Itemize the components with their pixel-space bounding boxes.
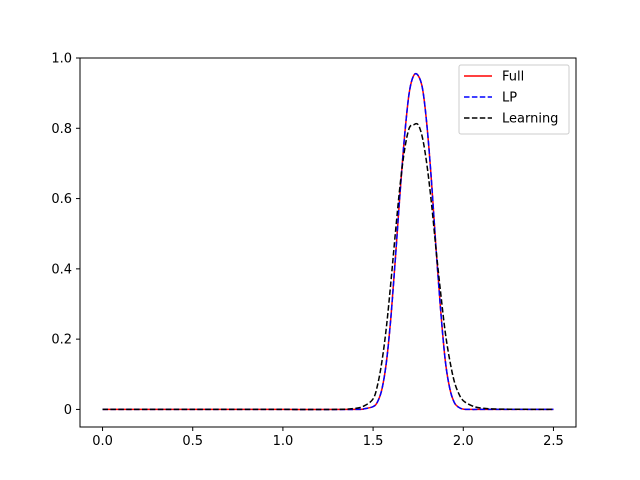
y-tick-label: 0.2 (51, 333, 72, 348)
x-tick-label: 0.5 (182, 434, 203, 449)
series-line-learning (102, 122, 554, 411)
x-tick-label: 0.0 (92, 434, 113, 449)
y-tick-label: 0.8 (51, 122, 72, 137)
plot-area-frame (79, 57, 577, 428)
x-axis: 0.0 0.5 1.0 1.5 2.0 2.5 (92, 427, 564, 449)
y-tick-label: 0 (64, 403, 72, 418)
y-axis: 0 0.2 0.4 0.6 0.8 1.0 (51, 52, 80, 418)
x-tick-label: 1.5 (363, 434, 384, 449)
legend-label-full: Full (502, 70, 524, 85)
y-tick-label: 1.0 (51, 52, 72, 67)
legend: Full LP Learning (458, 64, 570, 135)
x-tick-label: 1.0 (273, 434, 294, 449)
series-line-lp (102, 72, 554, 411)
series-layer (102, 72, 554, 411)
legend-box (458, 64, 570, 135)
legend-label-lp: LP (502, 91, 517, 106)
y-tick-label: 0.6 (51, 192, 72, 207)
x-tick-label: 2.5 (543, 434, 564, 449)
x-tick-label: 2.0 (453, 434, 474, 449)
legend-label-learning: Learning (502, 112, 558, 127)
y-tick-label: 0.4 (51, 262, 72, 277)
